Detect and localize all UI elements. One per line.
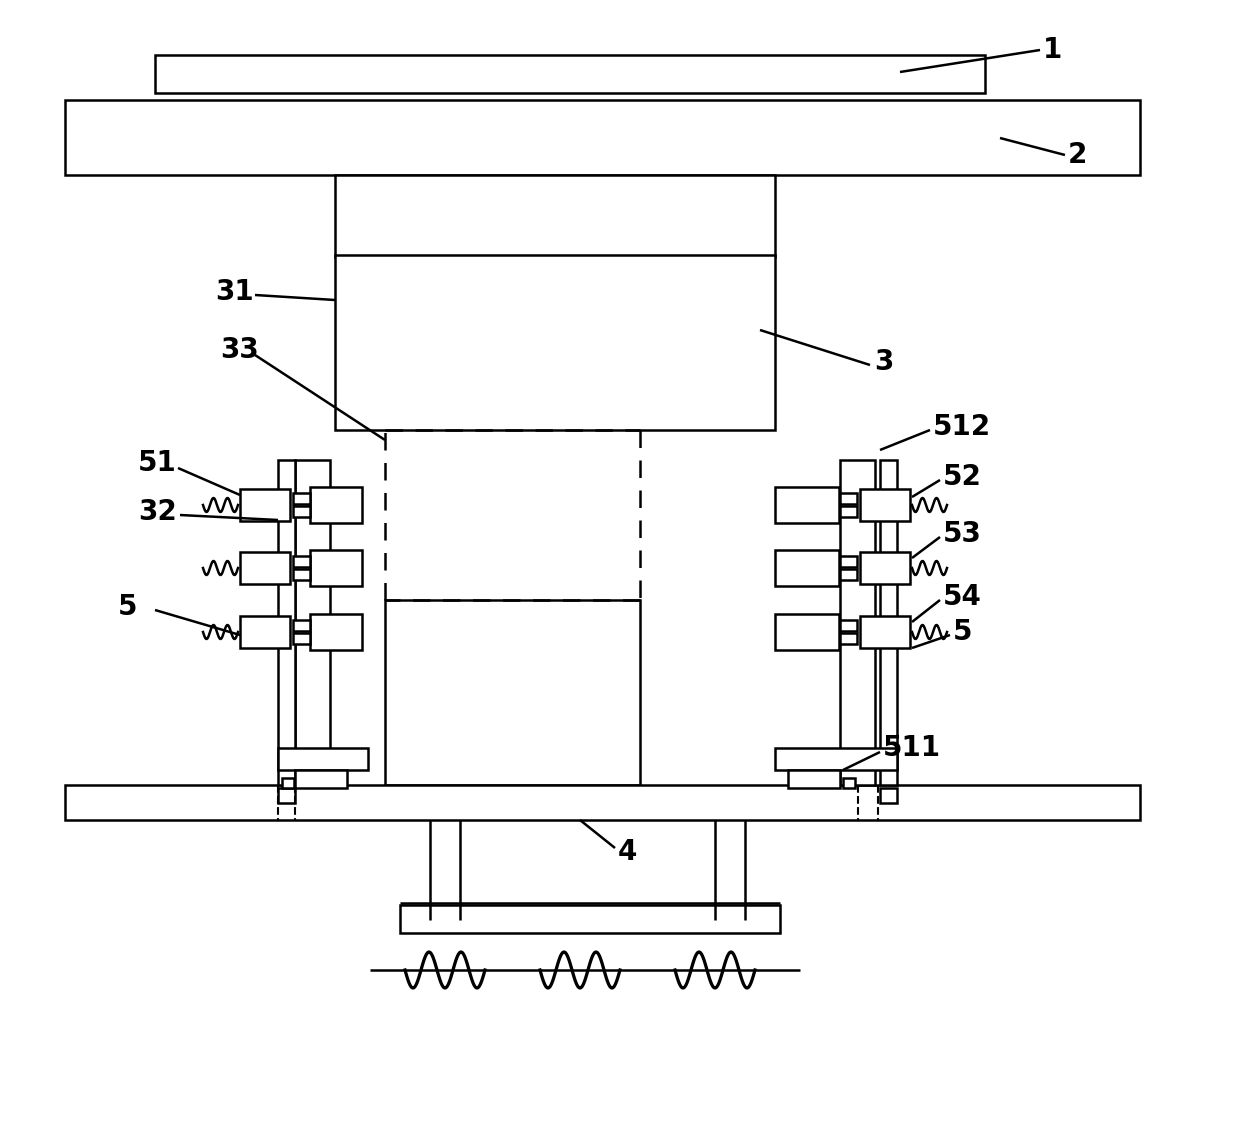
- Text: 512: 512: [932, 413, 991, 441]
- Bar: [293, 556, 310, 567]
- Bar: [278, 748, 368, 770]
- Bar: [787, 770, 839, 788]
- Text: 54: 54: [942, 583, 982, 611]
- Bar: [861, 616, 910, 647]
- Bar: [861, 490, 910, 521]
- Text: 32: 32: [138, 497, 177, 526]
- Bar: [241, 552, 290, 584]
- Bar: [775, 487, 839, 523]
- Bar: [775, 550, 839, 587]
- Bar: [310, 487, 362, 523]
- Bar: [843, 778, 856, 788]
- Bar: [401, 905, 780, 933]
- Bar: [335, 255, 775, 430]
- Bar: [310, 614, 362, 650]
- Text: 2: 2: [1068, 141, 1087, 169]
- Bar: [293, 620, 310, 631]
- Text: 53: 53: [942, 520, 982, 548]
- Bar: [310, 550, 362, 587]
- Bar: [293, 506, 310, 517]
- Bar: [839, 506, 857, 517]
- Bar: [155, 55, 985, 92]
- Bar: [861, 552, 910, 584]
- Bar: [295, 770, 347, 788]
- Bar: [295, 460, 330, 785]
- Bar: [839, 460, 875, 785]
- Text: 5: 5: [118, 593, 138, 622]
- Bar: [278, 788, 295, 803]
- Bar: [880, 788, 897, 803]
- Bar: [839, 493, 857, 504]
- Text: 1: 1: [1043, 36, 1063, 64]
- Bar: [384, 600, 640, 785]
- Bar: [775, 748, 897, 770]
- Bar: [241, 490, 290, 521]
- Bar: [281, 778, 294, 788]
- Text: 51: 51: [138, 449, 177, 477]
- Bar: [293, 569, 310, 580]
- Bar: [335, 175, 775, 257]
- Bar: [241, 616, 290, 647]
- Bar: [839, 633, 857, 644]
- Bar: [64, 785, 1140, 820]
- Text: 4: 4: [618, 838, 637, 866]
- Text: 5: 5: [954, 618, 972, 646]
- Text: 33: 33: [219, 336, 259, 364]
- Text: 52: 52: [942, 462, 982, 491]
- Bar: [880, 460, 897, 785]
- Bar: [839, 620, 857, 631]
- Bar: [775, 614, 839, 650]
- Bar: [64, 100, 1140, 175]
- Bar: [278, 460, 295, 785]
- Bar: [293, 633, 310, 644]
- Text: 3: 3: [874, 349, 893, 376]
- Bar: [293, 493, 310, 504]
- Text: 31: 31: [215, 277, 254, 306]
- Text: 511: 511: [883, 734, 941, 763]
- Bar: [839, 569, 857, 580]
- Bar: [839, 556, 857, 567]
